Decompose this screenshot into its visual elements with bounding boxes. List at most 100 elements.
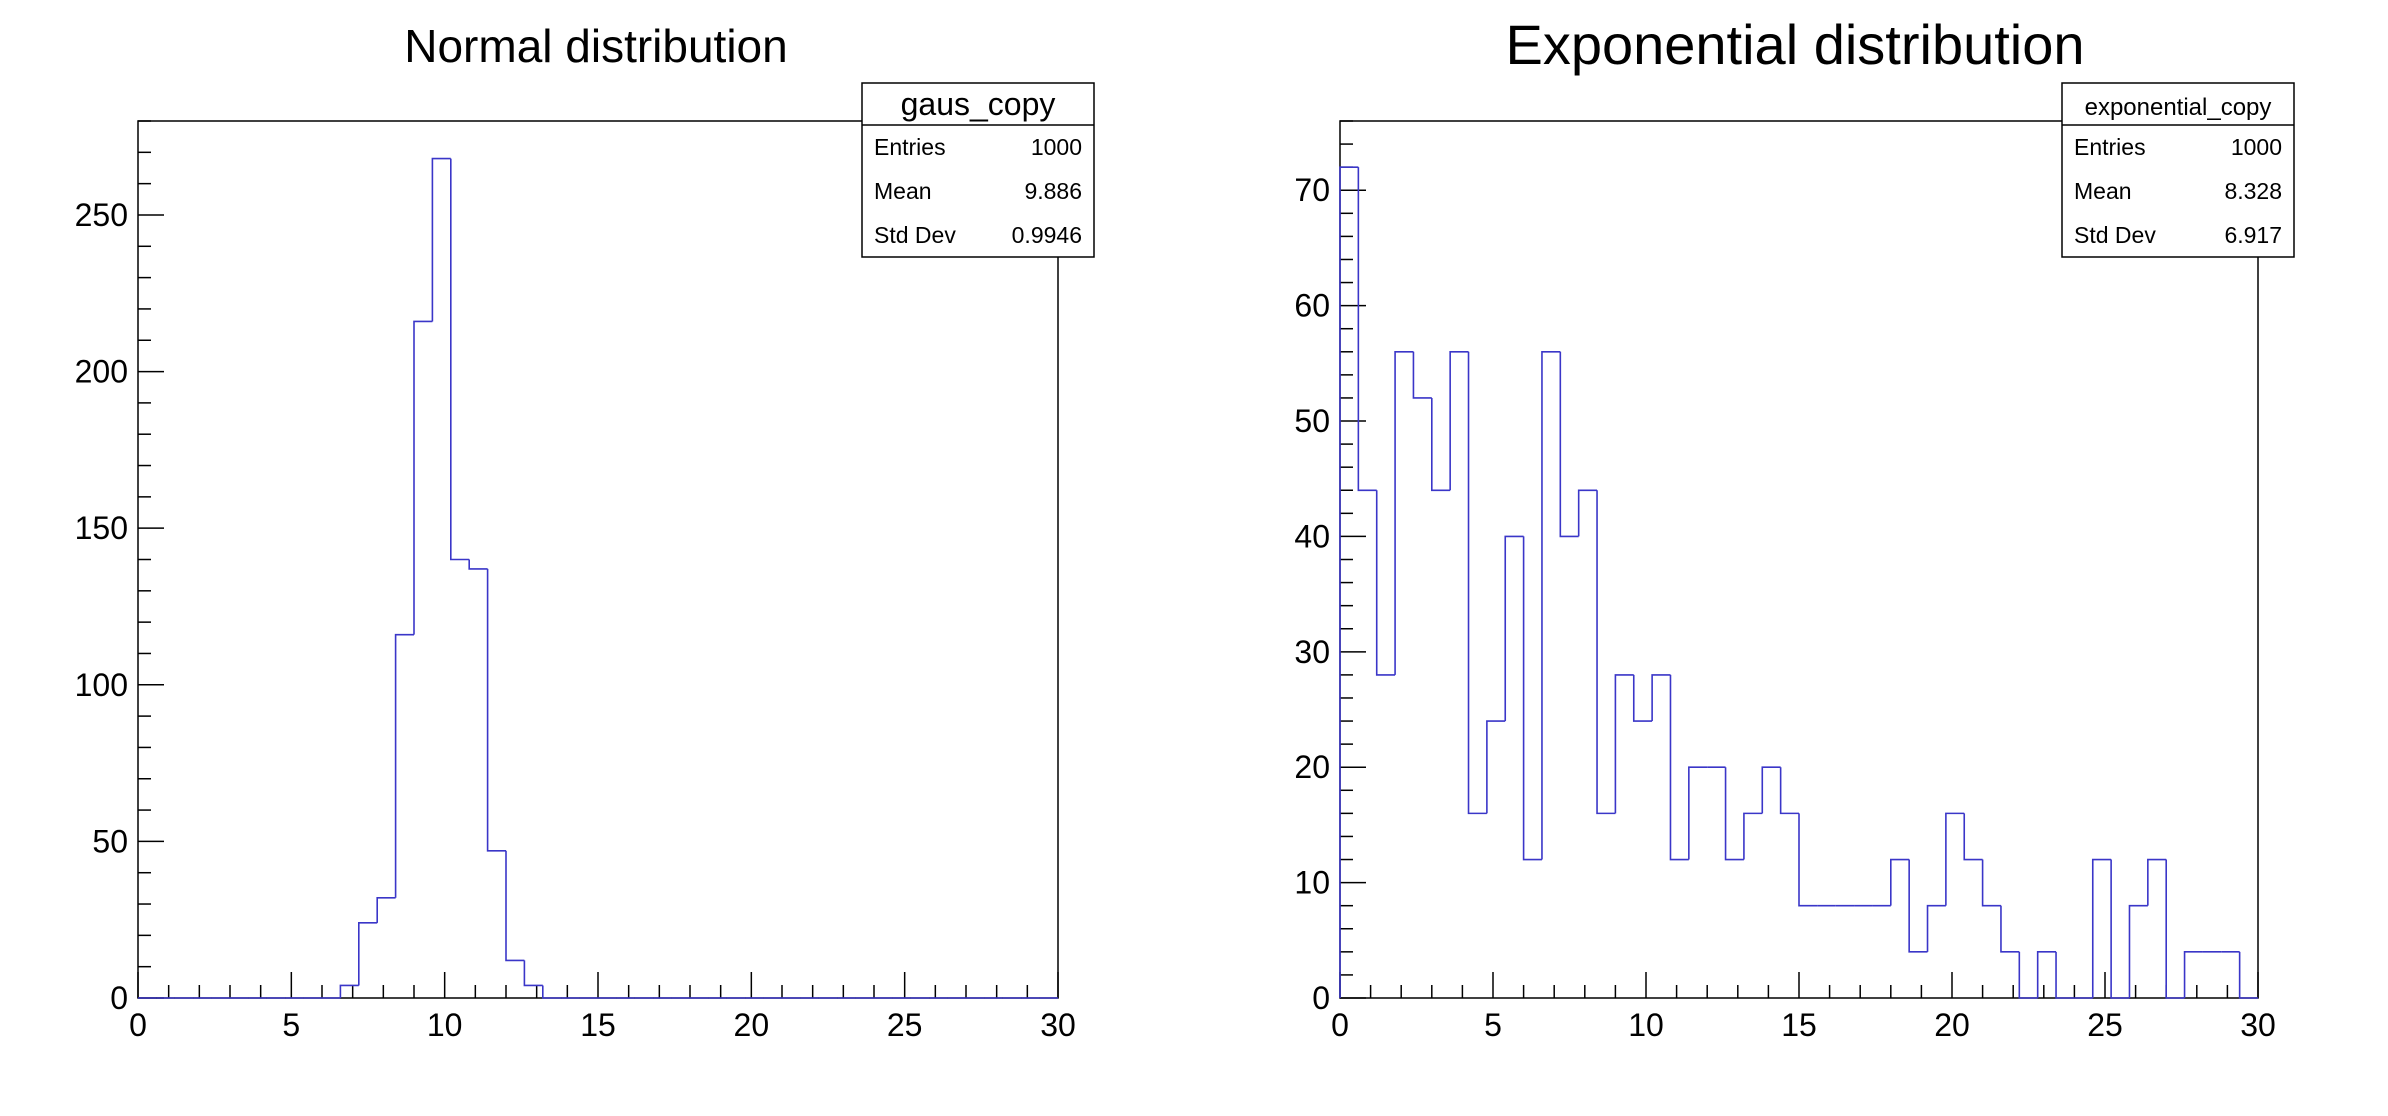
histogram-bin — [2147, 858, 2167, 906]
stats-label: Std Dev — [874, 222, 956, 248]
histogram-bin — [486, 568, 506, 852]
y-tick-label: 10 — [1294, 865, 1330, 901]
stats-label: Entries — [2074, 134, 2146, 160]
x-tick-label: 30 — [1040, 1007, 1076, 1043]
histogram-bin — [1798, 813, 1818, 907]
histogram-series — [138, 157, 1058, 999]
histogram-bin — [505, 850, 525, 962]
histogram-bin — [1890, 858, 1910, 906]
exponential-distribution-panel: Exponential distribution 0 5 10 15 20 25 30 0 10 2… — [1294, 13, 2295, 1043]
histogram-bin — [1467, 351, 1487, 815]
x-tick-label: 5 — [282, 1007, 300, 1043]
stats-value: 6.917 — [2224, 222, 2282, 248]
y-tick-label: 20 — [1294, 749, 1330, 785]
stats-label: Entries — [874, 134, 946, 160]
x-tick-label: 0 — [1331, 1007, 1349, 1043]
y-tick-label: 200 — [75, 354, 128, 390]
stats-box-frame — [2061, 82, 2295, 258]
x-tick-label: 15 — [580, 1007, 616, 1043]
histogram-bin — [1945, 812, 1965, 906]
histogram-bin — [1743, 812, 1763, 860]
histogram-bin — [450, 158, 470, 561]
histogram-bin — [2036, 951, 2057, 998]
histogram-bin — [2128, 904, 2148, 998]
histogram-bin — [1522, 536, 1542, 861]
histogram-bin — [1908, 859, 1928, 953]
histogram-bin — [2018, 951, 2038, 999]
chart-title: Normal distribution — [404, 20, 787, 72]
histogram-bin — [431, 157, 451, 322]
histogram-bin — [2183, 951, 2203, 998]
histogram-bin — [1651, 674, 1671, 722]
histogram-bin — [542, 985, 562, 999]
y-tick-label: 0 — [110, 980, 128, 1016]
x-tick-label: 25 — [887, 1007, 923, 1043]
histogram-bin — [2091, 858, 2112, 998]
histogram-bin — [339, 984, 359, 998]
histogram-bin — [1981, 859, 2001, 907]
stats-box: exponential_copy Entries 1000 Mean 8.328 Std … — [2061, 82, 2295, 258]
histogram-bin — [1614, 674, 1634, 814]
histogram-bin — [1394, 350, 1414, 675]
histogram-bin — [2238, 951, 2258, 999]
histogram-bin — [1357, 167, 1377, 492]
histogram-bin — [1449, 350, 1469, 491]
histogram-bin — [358, 922, 378, 986]
stats-box-name: exponential_copy — [2085, 94, 2272, 121]
x-tick-label: 10 — [427, 1007, 463, 1043]
histogram-bin — [1669, 674, 1689, 861]
histogram-bin — [468, 559, 488, 570]
histogram-bin — [2165, 859, 2185, 999]
histogram-bin — [376, 896, 396, 923]
x-tick-label: 30 — [2240, 1007, 2276, 1043]
x-tick-label: 20 — [1934, 1007, 1970, 1043]
y-tick-label: 30 — [1294, 634, 1330, 670]
x-tick-label: 20 — [734, 1007, 770, 1043]
histogram-bin — [1724, 767, 1744, 861]
x-tick-label: 5 — [1484, 1007, 1502, 1043]
histogram-bin — [1926, 904, 1946, 952]
x-tick-label: 10 — [1628, 1007, 1664, 1043]
histogram-bin — [2055, 951, 2075, 999]
histogram-bin — [1486, 720, 1506, 814]
y-tick-label: 70 — [1294, 172, 1330, 208]
histogram-bin — [1339, 166, 1359, 998]
y-tick-label: 40 — [1294, 518, 1330, 554]
histogram-bin — [1559, 351, 1579, 538]
histogram-bin — [2000, 905, 2020, 953]
histogram-bin — [1577, 489, 1598, 537]
histogram-bin — [1412, 351, 1432, 399]
y-tick-label: 50 — [92, 823, 128, 859]
stats-value: 9.886 — [1024, 178, 1082, 204]
histogram-bin — [1963, 813, 1983, 861]
x-tick-label: 0 — [129, 1007, 147, 1043]
stats-label: Std Dev — [2074, 222, 2156, 248]
histogram-bin — [1688, 766, 1708, 860]
y-tick-label: 60 — [1294, 288, 1330, 324]
histogram-bin — [1779, 767, 1799, 815]
stats-box: gaus_copy Entries 1000 Mean 9.886 Std Dev 0.99… — [861, 82, 1095, 258]
histogram-bin — [1761, 766, 1781, 814]
histogram-bin — [394, 633, 414, 898]
histogram-bin — [1431, 397, 1451, 492]
y-tick-label: 250 — [75, 197, 128, 233]
x-tick-label: 25 — [2087, 1007, 2123, 1043]
histogram-bin — [1596, 490, 1616, 815]
stats-value: 0.9946 — [1012, 222, 1082, 248]
histogram-bin — [413, 320, 433, 635]
stats-value: 1000 — [2231, 134, 2282, 160]
y-tick-label: 100 — [75, 667, 128, 703]
stats-value: 1000 — [1031, 134, 1082, 160]
stats-label: Mean — [874, 178, 932, 204]
histogram-bin — [1504, 535, 1524, 722]
chart-title: Exponential distribution — [1505, 13, 2084, 76]
histogram-series — [1339, 166, 2258, 999]
histogram-bin — [2110, 859, 2130, 999]
histogram-bin — [1375, 490, 1396, 676]
histogram-bin — [1632, 674, 1653, 722]
stats-box-frame — [861, 82, 1095, 258]
stats-box-name: gaus_copy — [901, 86, 1056, 122]
normal-distribution-panel: Normal distribution 0 5 10 15 20 25 30 0 50 100 150… — [75, 20, 1095, 1043]
stats-label: Mean — [2074, 178, 2132, 204]
